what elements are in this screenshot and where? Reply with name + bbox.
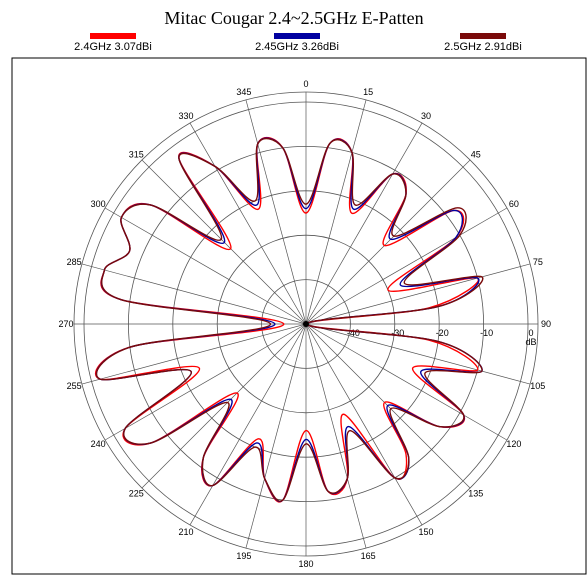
angle-tick-label: 210	[178, 527, 193, 537]
grid-spoke	[189, 122, 307, 325]
angle-tick-label: 105	[530, 381, 545, 391]
grid-spoke	[141, 323, 307, 489]
center-point	[303, 321, 309, 327]
grid-spoke	[245, 323, 307, 549]
legend-item-2-5ghz: 2.5GHz 2.91dBi	[398, 33, 568, 53]
legend-label: 2.5GHz 2.91dBi	[444, 41, 522, 53]
angle-tick-label: 30	[421, 111, 431, 121]
legend-item-2-4ghz: 2.4GHz 3.07dBi	[28, 33, 198, 53]
grid-spoke	[305, 207, 508, 325]
legend-label: 2.4GHz 3.07dBi	[74, 41, 152, 53]
grid-spoke	[81, 263, 307, 325]
angle-tick-label: 165	[361, 551, 376, 561]
grid-spoke	[305, 122, 423, 325]
angle-tick-label: 15	[363, 87, 373, 97]
angle-tick-label: 270	[58, 319, 73, 329]
plot-frame	[11, 57, 587, 575]
legend-swatch	[460, 33, 506, 39]
radial-unit-label: dB	[525, 337, 536, 347]
grid-spoke	[305, 99, 367, 325]
angle-tick-label: 225	[129, 489, 144, 499]
angle-tick-label: 120	[506, 439, 521, 449]
angle-tick-label: 330	[178, 111, 193, 121]
angle-tick-label: 0	[303, 79, 308, 89]
angle-tick-label: 180	[298, 559, 313, 569]
angle-tick-label: 135	[468, 489, 483, 499]
angle-tick-label: 315	[129, 149, 144, 159]
angle-tick-label: 150	[418, 527, 433, 537]
grid-spoke	[305, 263, 531, 325]
angle-tick-label: 240	[91, 439, 106, 449]
radial-tick-label: -10	[480, 328, 493, 338]
angle-tick-label: 345	[236, 87, 251, 97]
angle-tick-label: 255	[67, 381, 82, 391]
grid-spoke	[104, 207, 307, 325]
angle-tick-label: 60	[509, 199, 519, 209]
radial-tick-label: -30	[391, 328, 404, 338]
grid-spoke	[104, 323, 307, 441]
radial-tick-label: -20	[436, 328, 449, 338]
angle-tick-label: 45	[471, 149, 481, 159]
grid-spoke	[305, 323, 508, 441]
grid-spoke	[81, 323, 307, 385]
radial-tick-label: -40	[347, 328, 360, 338]
legend-label: 2.45GHz 3.26dBi	[255, 41, 339, 53]
series-line-2-5ghz	[95, 137, 484, 502]
grid-spoke	[245, 99, 307, 325]
grid-spoke	[189, 323, 307, 526]
legend-item-2-45ghz: 2.45GHz 3.26dBi	[212, 33, 382, 53]
angle-tick-label: 285	[67, 257, 82, 267]
legend-swatch	[274, 33, 320, 39]
grid-spoke	[305, 323, 367, 549]
grid-spoke	[305, 323, 531, 385]
grid-spoke	[305, 323, 423, 526]
angle-tick-label: 90	[541, 319, 551, 329]
chart-title: Mitac Cougar 2.4~2.5GHz E-Patten	[164, 8, 424, 28]
angle-tick-label: 75	[533, 257, 543, 267]
legend-swatch	[90, 33, 136, 39]
radial-tick-label: 0	[528, 328, 533, 338]
angle-tick-label: 195	[236, 551, 251, 561]
grid-spoke	[305, 159, 471, 325]
angle-tick-label: 300	[91, 199, 106, 209]
